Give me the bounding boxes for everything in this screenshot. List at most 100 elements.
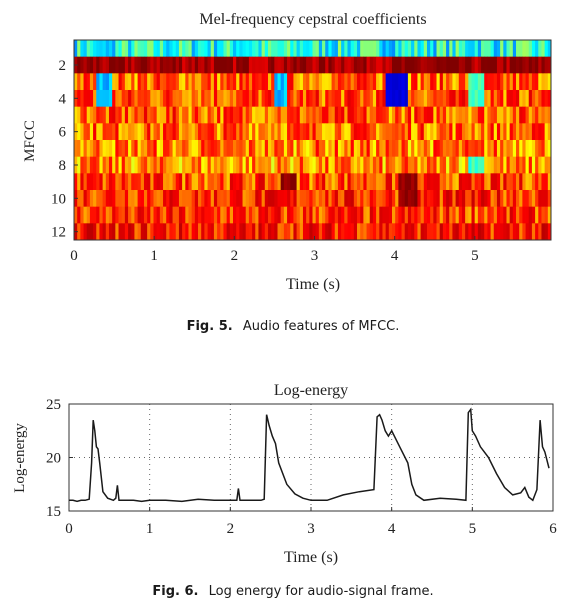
heatmap-cell <box>204 140 208 158</box>
heatmap-cell <box>509 90 514 108</box>
heatmap-cell <box>96 56 100 74</box>
heatmap-cell <box>182 156 186 174</box>
heatmap-cell <box>468 106 472 124</box>
heatmap-cell <box>487 123 491 141</box>
heatmap-cell <box>331 40 336 58</box>
heatmap-cell <box>442 140 447 158</box>
heatmap-cell <box>226 90 231 108</box>
heatmap-cell <box>213 123 218 141</box>
heatmap-cell <box>312 73 317 91</box>
heatmap-cell <box>74 206 78 224</box>
heatmap-cell <box>433 223 437 241</box>
mfcc-y-tick-label: 2 <box>59 58 67 74</box>
heatmap-cell <box>150 206 154 224</box>
heatmap-cell <box>108 73 113 91</box>
heatmap-cell <box>376 56 380 74</box>
heatmap-cell <box>194 73 199 91</box>
heatmap-cell <box>128 206 132 224</box>
heatmap-cell <box>522 40 526 58</box>
heatmap-cell <box>233 90 237 108</box>
heatmap-cell <box>442 156 447 174</box>
heatmap-cell <box>503 190 507 208</box>
heatmap-cell <box>312 40 317 58</box>
heatmap-cell <box>207 173 212 191</box>
heatmap-cell <box>306 40 310 58</box>
heatmap-cell <box>433 140 437 158</box>
heatmap-cell <box>446 156 450 174</box>
heatmap-cell <box>446 190 450 208</box>
heatmap-cell <box>439 223 444 241</box>
heatmap-cell <box>446 123 450 141</box>
heatmap-cell <box>83 223 88 241</box>
heatmap-cell <box>236 106 240 124</box>
heatmap-cell <box>258 73 263 91</box>
heatmap-cell <box>417 190 422 208</box>
heatmap-cell <box>439 206 444 224</box>
heatmap-cell <box>198 90 202 108</box>
heatmap-cell <box>337 140 342 158</box>
heatmap-cell <box>115 73 119 91</box>
heatmap-cell <box>369 173 374 191</box>
heatmap-cell <box>538 106 542 124</box>
heatmap-cell <box>153 140 158 158</box>
heatmap-cell <box>407 140 412 158</box>
heatmap-cell <box>213 56 218 74</box>
heatmap-cell <box>372 73 377 91</box>
heatmap-cell <box>239 140 243 158</box>
heatmap-cell <box>115 190 119 208</box>
heatmap-cell <box>267 190 272 208</box>
heatmap-cell <box>143 206 148 224</box>
heatmap-cell <box>503 123 507 141</box>
heatmap-cell <box>544 73 549 91</box>
heatmap-cell <box>147 40 151 58</box>
heatmap-cell <box>99 90 104 108</box>
heatmap-cell <box>407 223 412 241</box>
heatmap-cell <box>99 40 104 58</box>
heatmap-cell <box>350 40 355 58</box>
heatmap-cell <box>500 56 504 74</box>
heatmap-cell <box>258 190 263 208</box>
heatmap-cell <box>328 123 332 141</box>
heatmap-cell <box>242 173 247 191</box>
heatmap-cell <box>169 206 173 224</box>
heatmap-cell <box>131 173 135 191</box>
heatmap-cell <box>112 190 116 208</box>
heatmap-cell <box>309 190 313 208</box>
log-energy-chart-title: Log-energy <box>274 382 348 399</box>
heatmap-cell <box>541 223 546 241</box>
heatmap-cell <box>525 173 530 191</box>
heatmap-cell <box>194 156 199 174</box>
heatmap-cell <box>217 106 221 124</box>
heatmap-cell <box>185 206 189 224</box>
heatmap-cell <box>159 206 164 224</box>
heatmap-cell <box>315 73 320 91</box>
heatmap-cell <box>341 140 345 158</box>
heatmap-cell <box>223 56 228 74</box>
heatmap-cell <box>452 190 456 208</box>
heatmap-cell <box>172 190 177 208</box>
heatmap-cell <box>347 56 352 74</box>
heatmap-cell <box>315 223 320 241</box>
heatmap-cell <box>131 140 135 158</box>
heatmap-cell <box>105 206 110 224</box>
heatmap-cell <box>128 56 132 74</box>
svg-text:Fig. 5. Audio features o: Fig. 5. Audio features of MFCC. <box>187 319 400 334</box>
heatmap-cell <box>449 140 453 158</box>
heatmap-cell <box>102 56 107 74</box>
heatmap-cell <box>411 173 415 191</box>
heatmap-cell <box>309 56 313 74</box>
heatmap-cell <box>290 123 294 141</box>
heatmap-cell <box>229 106 234 124</box>
heatmap-cell <box>188 173 193 191</box>
heatmap-cell <box>236 190 240 208</box>
heatmap-cell <box>452 123 456 141</box>
heatmap-cell <box>331 123 336 141</box>
heatmap-cell <box>474 106 479 124</box>
heatmap-cell <box>115 173 119 191</box>
heatmap-cell <box>302 40 307 58</box>
heatmap-cell <box>80 56 84 74</box>
heatmap-cell <box>194 206 199 224</box>
heatmap-cell <box>134 40 138 58</box>
